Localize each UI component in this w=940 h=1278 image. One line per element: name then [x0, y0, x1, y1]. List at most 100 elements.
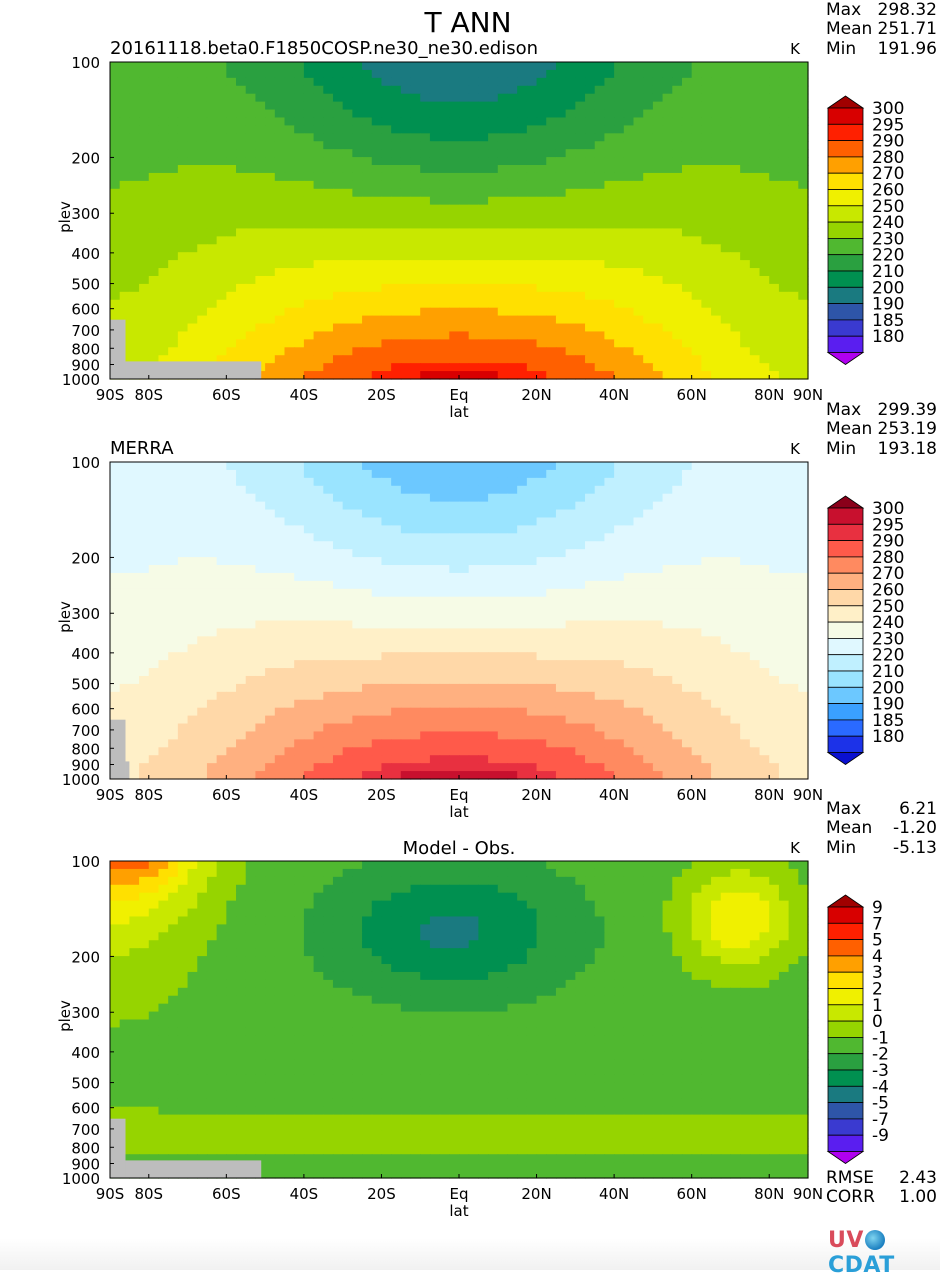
- contour-cell: [663, 605, 673, 614]
- stat-value: 298.32: [878, 0, 937, 20]
- contour-cell: [459, 316, 469, 325]
- contour-cell: [769, 470, 779, 479]
- contour-cell: [411, 189, 421, 198]
- contour-cell: [614, 573, 624, 582]
- contour-cell: [663, 62, 673, 71]
- contour-cell: [362, 181, 372, 190]
- contour-cell: [498, 221, 508, 230]
- contour-cell: [663, 268, 673, 277]
- contour-cell: [430, 252, 440, 261]
- contour-cell: [575, 605, 585, 614]
- contour-cell: [575, 581, 585, 590]
- contour-cell: [789, 652, 799, 661]
- contour-cell: [488, 157, 498, 166]
- contour-cell: [265, 157, 275, 166]
- contour-cell: [217, 581, 227, 590]
- contour-cell: [294, 324, 304, 333]
- contour-cell: [740, 502, 750, 511]
- contour-cell: [440, 70, 450, 79]
- contour-cell: [352, 197, 362, 206]
- contour-cell: [197, 62, 207, 71]
- contour-cell: [566, 331, 576, 340]
- contour-cell: [411, 581, 421, 590]
- contour-cell: [789, 292, 799, 301]
- contour-cell: [730, 244, 740, 253]
- contour-cell: [430, 102, 440, 111]
- contour-cell: [411, 228, 421, 237]
- contour-cell: [740, 652, 750, 661]
- contour-cell: [663, 276, 673, 285]
- contour-cell: [217, 557, 227, 566]
- contour-cell: [498, 589, 508, 598]
- contour-cell: [362, 228, 372, 237]
- contour-cell: [265, 581, 275, 590]
- contour-cell: [352, 478, 362, 487]
- contour-cell: [226, 628, 236, 637]
- contour-cell: [614, 244, 624, 253]
- contour-cell: [333, 462, 343, 471]
- contour-cell: [158, 141, 168, 150]
- contour-cell: [343, 197, 353, 206]
- contour-cell: [537, 652, 547, 661]
- contour-cell: [604, 652, 614, 661]
- contour-cell: [779, 676, 789, 685]
- contour-cell: [110, 284, 120, 293]
- contour-cell: [265, 676, 275, 685]
- contour-cell: [653, 549, 663, 558]
- contour-cell: [168, 213, 178, 222]
- contour-cell: [575, 252, 585, 261]
- contour-cell: [459, 133, 469, 142]
- contour-cell: [372, 597, 382, 606]
- contour-cell: [362, 276, 372, 285]
- contour-cell: [721, 371, 731, 380]
- contour-cell: [285, 605, 295, 614]
- contour-cell: [411, 236, 421, 245]
- contour-cell: [789, 316, 799, 325]
- contour-cell: [546, 668, 556, 677]
- contour-cell: [798, 660, 808, 669]
- contour-cell: [188, 236, 198, 245]
- contour-cell: [643, 86, 653, 95]
- contour-cell: [265, 213, 275, 222]
- contour-cell: [556, 597, 566, 606]
- contour-cell: [721, 478, 731, 487]
- contour-cell: [682, 244, 692, 253]
- contour-cell: [178, 660, 188, 669]
- contour-cell: [120, 94, 130, 103]
- contour-cell: [721, 565, 731, 574]
- contour-cell: [517, 502, 527, 511]
- contour-cell: [488, 173, 498, 182]
- contour-cell: [624, 117, 634, 126]
- contour-cell: [721, 221, 731, 230]
- contour-cell: [711, 573, 721, 582]
- contour-cell: [265, 228, 275, 237]
- contour-cell: [760, 117, 770, 126]
- contour-cell: [323, 205, 333, 214]
- contour-cell: [643, 557, 653, 566]
- contour-cell: [129, 331, 139, 340]
- contour-cell: [653, 205, 663, 214]
- contour-cell: [556, 478, 566, 487]
- contour-cell: [285, 268, 295, 277]
- contour-cell: [517, 486, 527, 495]
- contour-cell: [711, 347, 721, 356]
- contour-cell: [255, 636, 265, 645]
- contour-cell: [692, 173, 702, 182]
- contour-cell: [488, 636, 498, 645]
- contour-cell: [750, 510, 760, 519]
- contour-cell: [343, 292, 353, 301]
- contour-cell: [692, 636, 702, 645]
- contour-cell: [643, 221, 653, 230]
- contour-cell: [760, 316, 770, 325]
- contour-cell: [498, 189, 508, 198]
- contour-cell: [517, 141, 527, 150]
- contour-cell: [750, 565, 760, 574]
- contour-cell: [730, 268, 740, 277]
- contour-cell: [352, 339, 362, 348]
- contour-cell: [682, 355, 692, 364]
- contour-cell: [401, 549, 411, 558]
- contour-cell: [760, 478, 770, 487]
- contour-cell: [498, 276, 508, 285]
- contour-cell: [236, 525, 246, 534]
- contour-cell: [129, 149, 139, 158]
